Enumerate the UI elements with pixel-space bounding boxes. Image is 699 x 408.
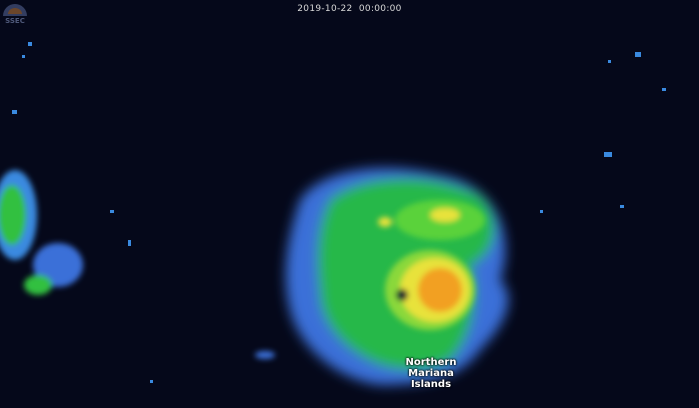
typhoon-core: [378, 200, 485, 330]
place-label-line: Mariana: [408, 368, 454, 379]
place-label-line: Islands: [410, 379, 452, 390]
place-label-line: Northern: [405, 357, 457, 368]
western-cloud-clusters: [0, 170, 275, 359]
scattered-showers: [12, 42, 666, 383]
ssec-logo: SSEC: [3, 4, 27, 24]
place-label-northern-mariana-islands: Northern Mariana Islands: [396, 357, 466, 390]
svg-text:SSEC: SSEC: [5, 17, 25, 24]
timestamp: 2019-10-22 00:00:00: [297, 4, 402, 14]
